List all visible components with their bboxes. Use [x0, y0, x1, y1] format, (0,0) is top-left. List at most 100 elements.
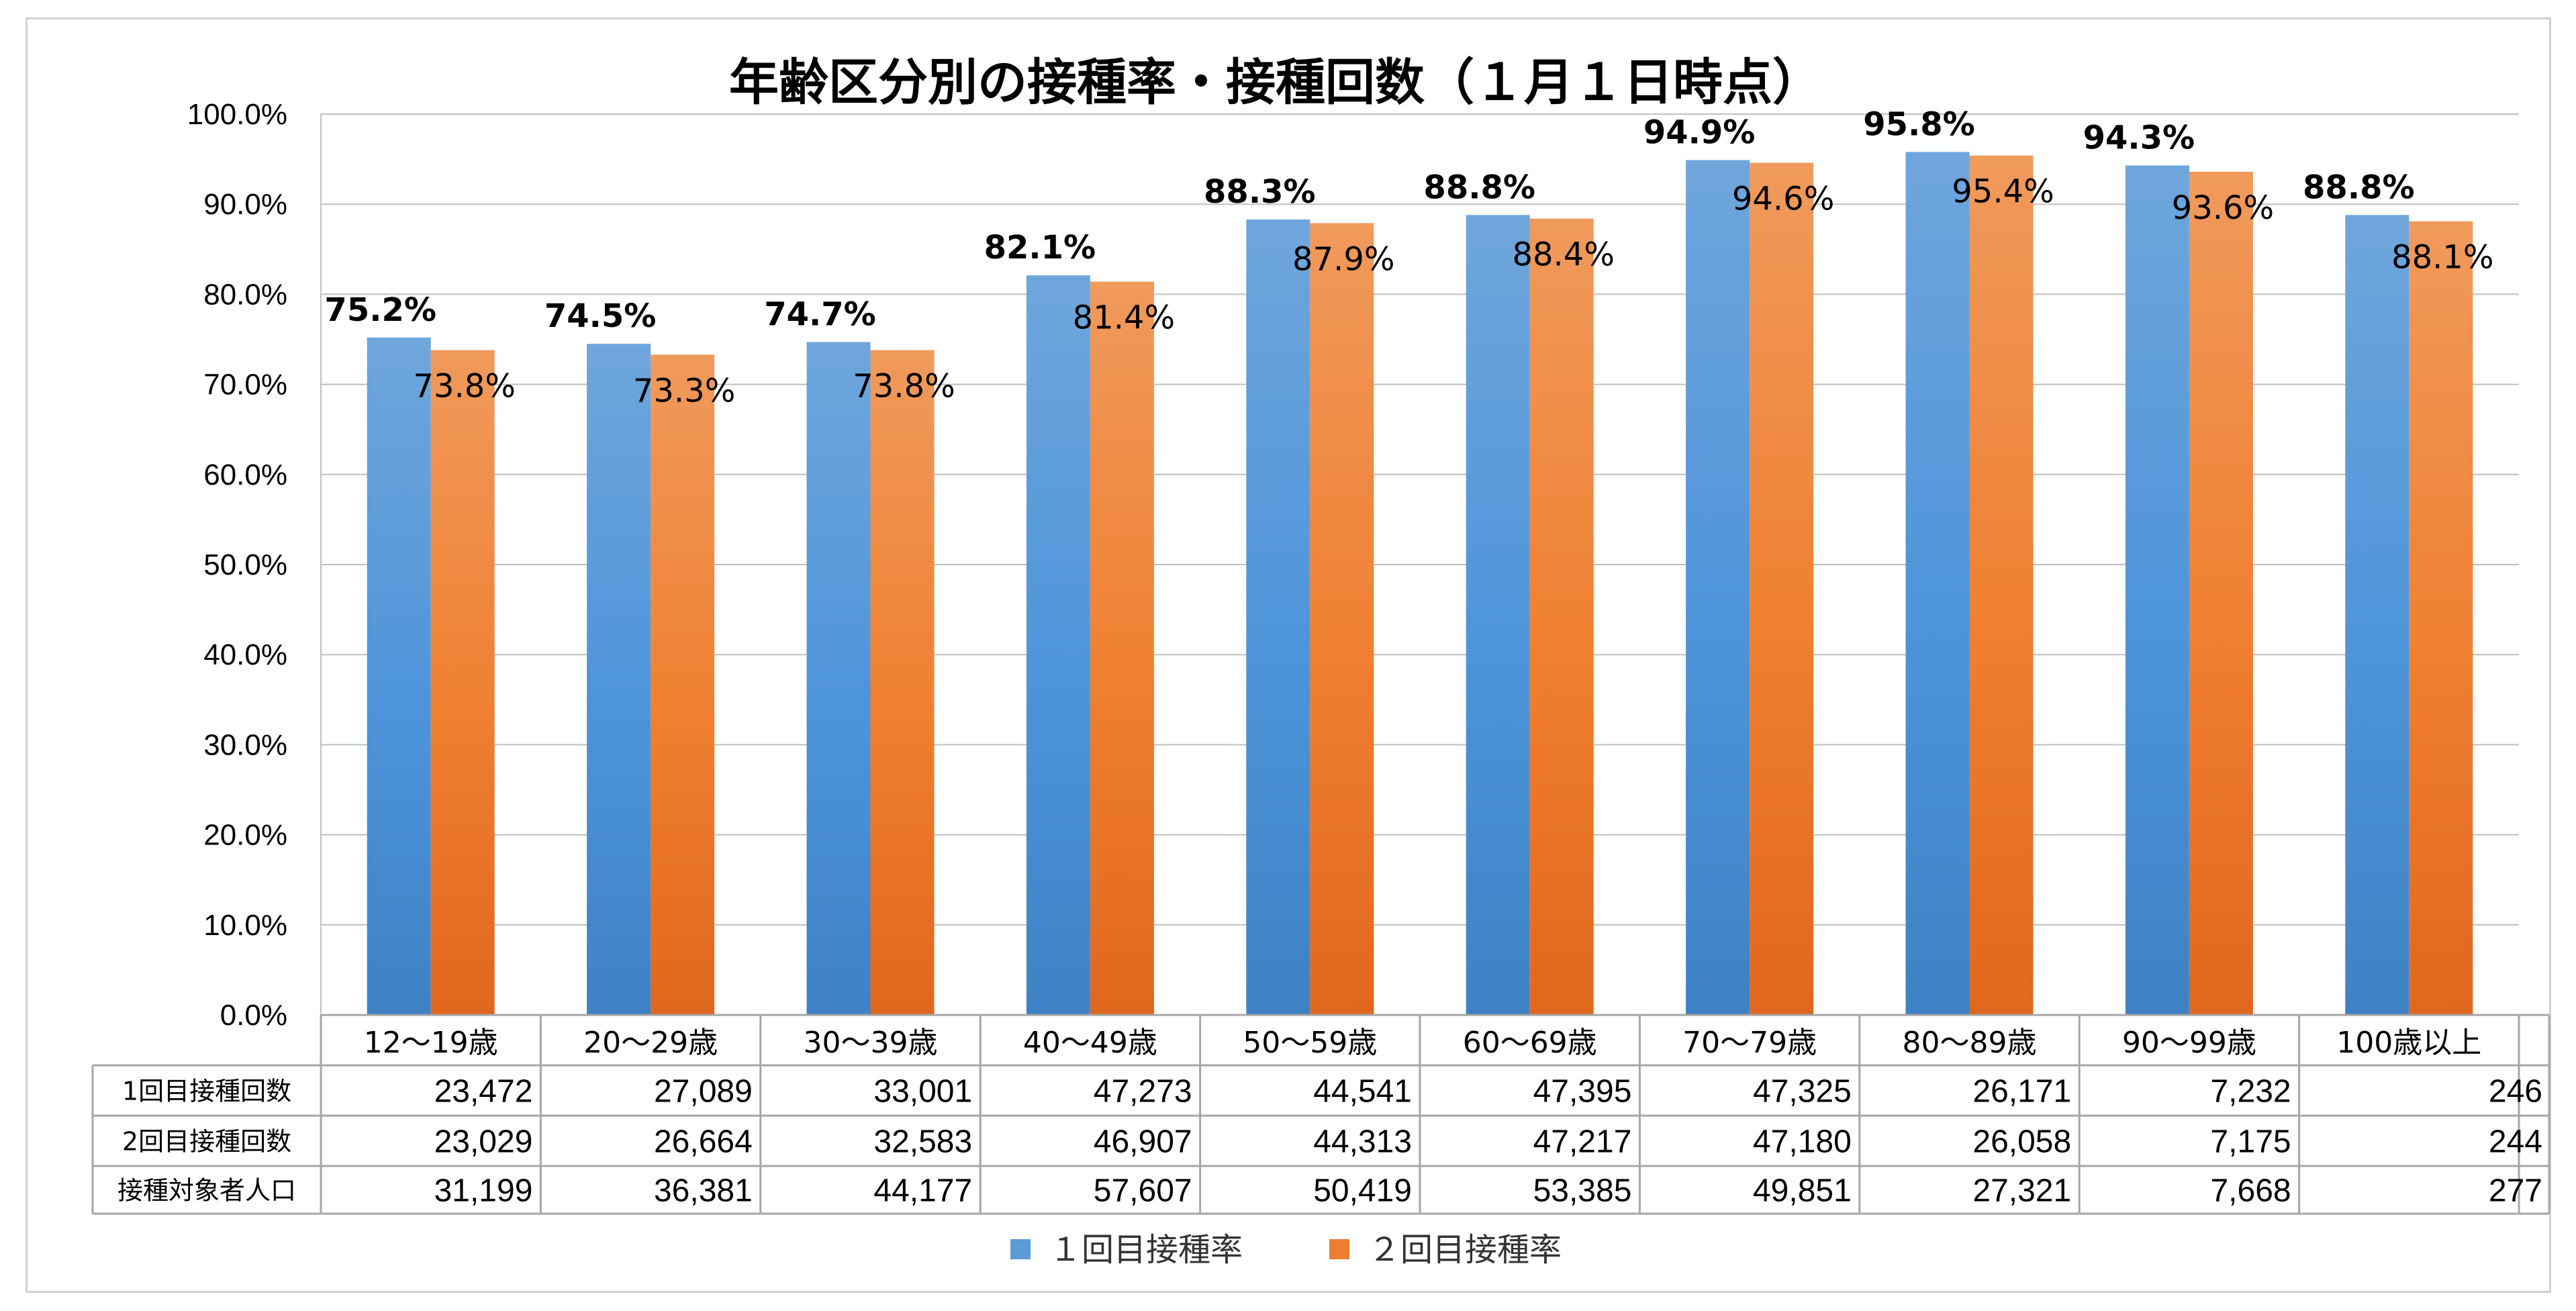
bar-series2: [870, 350, 935, 1015]
y-tick-label: 0.0%: [220, 999, 287, 1032]
table-cell: 7,232: [2210, 1074, 2291, 1110]
data-label-series1: 95.8%: [1863, 105, 1975, 143]
table-cell: 246: [2489, 1074, 2542, 1110]
x-tick-label: 20～29歳: [583, 1026, 718, 1060]
data-label-series2: 73.8%: [853, 368, 955, 405]
bar-series1: [1246, 220, 1310, 1015]
table-cell: 23,472: [434, 1074, 533, 1110]
y-tick-label: 100.0%: [187, 98, 287, 131]
x-tick-label: 100歳以上: [2336, 1026, 2481, 1060]
table-row-header: 1回目接種回数: [122, 1077, 291, 1106]
x-tick-label: 90～99歳: [2122, 1026, 2256, 1060]
data-label-series2: 73.8%: [413, 368, 515, 405]
x-tick-label: 60～69歳: [1463, 1026, 1597, 1060]
data-label-series2: 87.9%: [1292, 240, 1394, 278]
table-cell: 27,089: [654, 1074, 753, 1110]
y-tick-label: 50.0%: [203, 548, 287, 581]
bar-series1: [1026, 275, 1090, 1015]
bar-series1: [1905, 152, 1970, 1015]
table-cell: 44,177: [873, 1173, 972, 1209]
bar-series2: [1090, 281, 1154, 1015]
y-tick-label: 40.0%: [203, 638, 287, 671]
data-table: 12～19歳 20～29歳 30～39歳 40～49歳 50～59歳 60～69歳 70～7…: [91, 1014, 2550, 1215]
table-cell: 44,313: [1313, 1124, 1412, 1160]
legend-swatch: [1329, 1239, 1349, 1259]
data-label-series2: 81.4%: [1073, 299, 1175, 337]
x-tick-label: 30～39歳: [804, 1026, 938, 1060]
data-label-series1: 94.9%: [1643, 113, 1756, 151]
data-label-series2: 95.4%: [1952, 173, 2054, 211]
bar-series2: [1750, 162, 1814, 1015]
bar-series2: [1969, 155, 2034, 1016]
legend-label: １回目接種率: [1049, 1231, 1243, 1269]
y-tick-label: 90.0%: [203, 188, 287, 221]
y-tick-label: 70.0%: [203, 369, 287, 401]
y-tick-label: 10.0%: [203, 909, 287, 942]
table-cell: 26,664: [654, 1124, 753, 1160]
table-cell: 47,273: [1094, 1074, 1192, 1110]
table-cell: 7,668: [2210, 1173, 2291, 1209]
table-cell: 57,607: [1094, 1173, 1192, 1209]
bar-series2: [651, 354, 715, 1015]
table-cell: 46,907: [1094, 1124, 1192, 1160]
legend: １回目接種率 ２回目接種率: [1010, 1231, 1562, 1269]
table-cell: 47,325: [1753, 1074, 1852, 1110]
table-cell: 36,381: [654, 1173, 753, 1209]
table-cell: 7,175: [2210, 1124, 2291, 1160]
table-row-header: 2回目接種回数: [122, 1127, 291, 1157]
y-tick-label: 20.0%: [203, 819, 287, 852]
data-labels: 75.2% 73.8% 74.5% 73.3% 74.7% 73.8% 82.1% 81.4%…: [324, 105, 2493, 409]
table-cell: 27,321: [1972, 1173, 2071, 1209]
legend-label: ２回目接種率: [1368, 1231, 1562, 1269]
bars: [367, 152, 2473, 1016]
data-label-series1: 94.3%: [2083, 119, 2195, 156]
table-cell: 49,851: [1753, 1173, 1852, 1209]
data-label-series2: 94.6%: [1732, 180, 1834, 217]
y-tick-label: 60.0%: [203, 458, 287, 491]
data-label-series2: 88.4%: [1512, 236, 1614, 274]
table-cell: 50,419: [1313, 1173, 1412, 1209]
data-label-series1: 74.5%: [544, 297, 657, 335]
legend-swatch: [1010, 1239, 1031, 1259]
table-row-header: 接種対象者人口: [117, 1176, 296, 1206]
table-cell: 47,395: [1533, 1074, 1632, 1110]
x-tick-label: 80～89歳: [1903, 1026, 2037, 1060]
x-tick-label: 70～79歳: [1682, 1026, 1817, 1060]
table-cell: 26,171: [1972, 1074, 2071, 1110]
table-cell: 277: [2489, 1173, 2542, 1209]
data-label-series1: 88.8%: [1423, 168, 1535, 206]
bar-series1: [1466, 215, 1530, 1016]
bar-series2: [1310, 223, 1374, 1016]
table-cell: 244: [2489, 1124, 2542, 1160]
table-cell: 44,541: [1313, 1074, 1412, 1110]
y-tick-label: 30.0%: [203, 728, 287, 761]
bar-series1: [2345, 215, 2410, 1016]
table-cell: 23,029: [434, 1124, 533, 1160]
x-tick-label: 40～49歳: [1023, 1026, 1157, 1060]
data-label-series2: 73.3%: [633, 372, 735, 409]
bar-series2: [2409, 221, 2473, 1015]
data-label-series1: 74.7%: [764, 296, 876, 334]
x-tick-label: 50～59歳: [1243, 1026, 1377, 1060]
table-cell: 53,385: [1533, 1173, 1632, 1209]
bar-series1: [806, 342, 871, 1015]
bar-series2: [1529, 218, 1594, 1015]
y-axis-ticks: 0.0% 10.0% 20.0% 30.0% 40.0% 50.0% 60.0% 70.0% 8…: [187, 98, 287, 1032]
bar-series2: [430, 350, 495, 1015]
table-cell: 31,199: [434, 1173, 533, 1209]
bar-series2: [2189, 171, 2253, 1016]
table-cell: 47,217: [1533, 1124, 1632, 1160]
bar-series1: [1686, 160, 1750, 1015]
bar-series1: [367, 337, 431, 1015]
data-label-series1: 82.1%: [984, 229, 1096, 266]
table-cell: 33,001: [873, 1074, 972, 1110]
bar-series1: [587, 344, 651, 1015]
y-tick-label: 80.0%: [203, 278, 287, 311]
x-tick-label: 12～19歳: [364, 1026, 498, 1060]
data-label-series1: 88.8%: [2303, 168, 2415, 206]
data-label-series1: 88.3%: [1204, 173, 1316, 211]
data-label-series1: 75.2%: [324, 291, 436, 329]
table-cell: 47,180: [1753, 1124, 1852, 1160]
data-label-series2: 93.6%: [2172, 189, 2274, 227]
